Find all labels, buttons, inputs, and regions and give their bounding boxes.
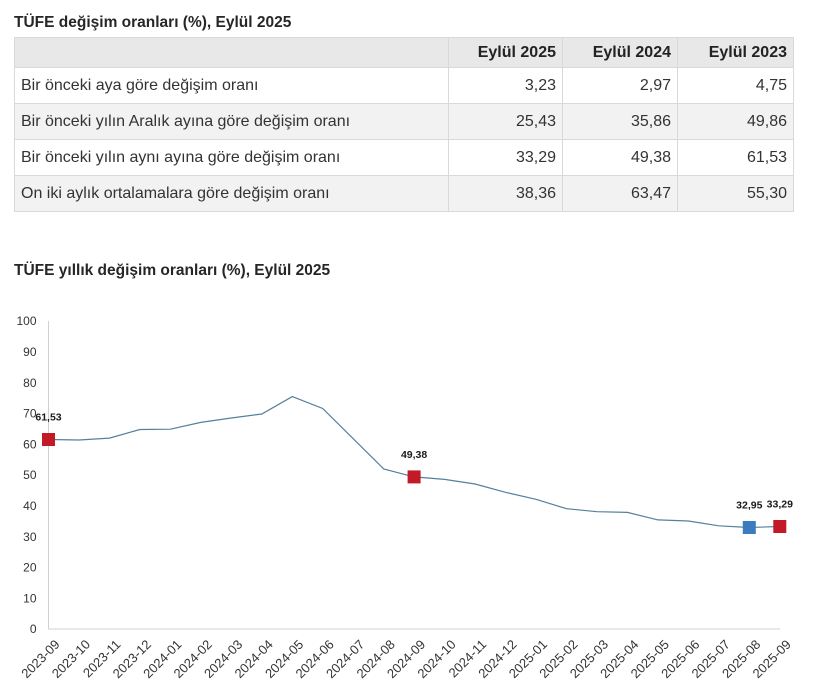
svg-text:60: 60 [23,437,37,451]
svg-text:90: 90 [23,345,37,359]
svg-text:40: 40 [23,499,37,513]
svg-text:50: 50 [23,468,37,482]
svg-text:32,95: 32,95 [736,500,762,512]
svg-text:20: 20 [23,561,37,575]
svg-text:61,53: 61,53 [35,412,61,424]
svg-text:33,29: 33,29 [767,499,793,511]
svg-text:49,38: 49,38 [401,449,427,461]
svg-text:0: 0 [30,622,37,636]
svg-text:30: 30 [23,530,37,544]
svg-text:70: 70 [23,407,37,421]
svg-text:80: 80 [23,376,37,390]
svg-text:10: 10 [23,591,37,605]
svg-text:100: 100 [16,314,36,328]
